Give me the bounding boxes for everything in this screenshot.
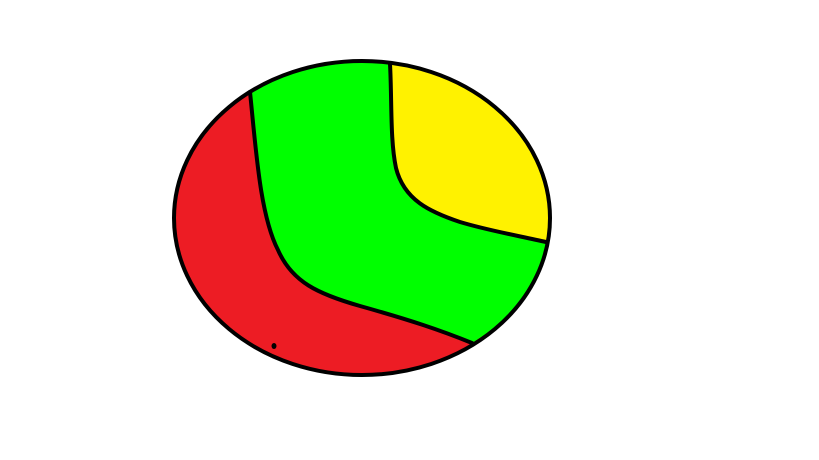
small-dot xyxy=(271,343,277,349)
divider-line-red-green xyxy=(248,90,474,345)
circle-outline xyxy=(172,59,552,377)
ellipse-fill-group xyxy=(174,61,550,375)
divider-line-green-yellow xyxy=(388,62,548,244)
